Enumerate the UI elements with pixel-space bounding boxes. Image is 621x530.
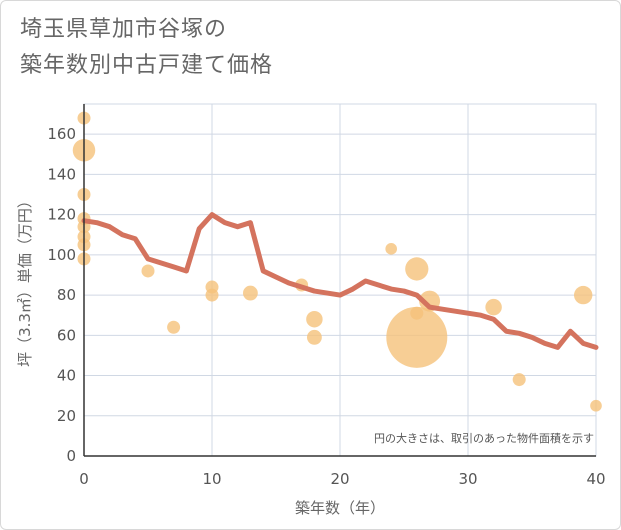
- y-tick-label: 0: [66, 447, 76, 465]
- x-axis-label: 築年数（年）: [295, 499, 385, 517]
- scatter-point: [385, 243, 398, 255]
- y-tick-label: 80: [57, 286, 76, 304]
- y-tick-label: 60: [57, 326, 76, 344]
- scatter-point: [205, 288, 219, 302]
- scatter-point: [574, 285, 593, 305]
- x-tick-label: 40: [586, 470, 605, 488]
- scatter-point: [306, 311, 323, 328]
- y-tick-label: 120: [47, 206, 76, 224]
- chart-title-line-1: 埼玉県草加市谷塚の: [20, 17, 228, 42]
- scatter-point: [590, 399, 602, 412]
- grid-lines: [83, 103, 597, 457]
- axes: [83, 104, 596, 457]
- scatter-point: [167, 320, 181, 334]
- y-tick-label: 160: [47, 125, 76, 143]
- scatter-point: [410, 306, 424, 320]
- scatter-point: [242, 285, 258, 301]
- scatter-point: [512, 373, 526, 387]
- scatter-point: [141, 264, 155, 278]
- scatter-point: [405, 257, 429, 281]
- trend-line-group: [81, 212, 599, 350]
- y-axis-label: 坪（3.3㎡）単価（万円）: [16, 193, 34, 367]
- bubble-size-note: 円の大きさは、取引のあった物件面積を示す: [374, 431, 594, 445]
- y-tick-label: 140: [47, 165, 76, 183]
- chart-title-line-2: 築年数別中古戸建て価格: [20, 53, 274, 78]
- tick-labels: 0 10 20 30 40 0 20 40 60 80 100 120 140 160: [47, 125, 605, 488]
- scatter-point: [386, 306, 448, 368]
- x-tick-label: 30: [458, 470, 477, 488]
- y-tick-label: 20: [57, 407, 76, 425]
- x-tick-label: 10: [202, 470, 221, 488]
- trend-line: [81, 212, 599, 350]
- y-tick-label: 100: [47, 246, 76, 264]
- x-tick-label: 0: [79, 470, 89, 488]
- scatter-point: [306, 329, 322, 345]
- x-tick-label: 20: [330, 470, 349, 488]
- chart-title: 埼玉県草加市谷塚の 築年数別中古戸建て価格: [20, 12, 273, 84]
- scatter-point: [485, 298, 502, 316]
- y-tick-label: 40: [57, 367, 76, 385]
